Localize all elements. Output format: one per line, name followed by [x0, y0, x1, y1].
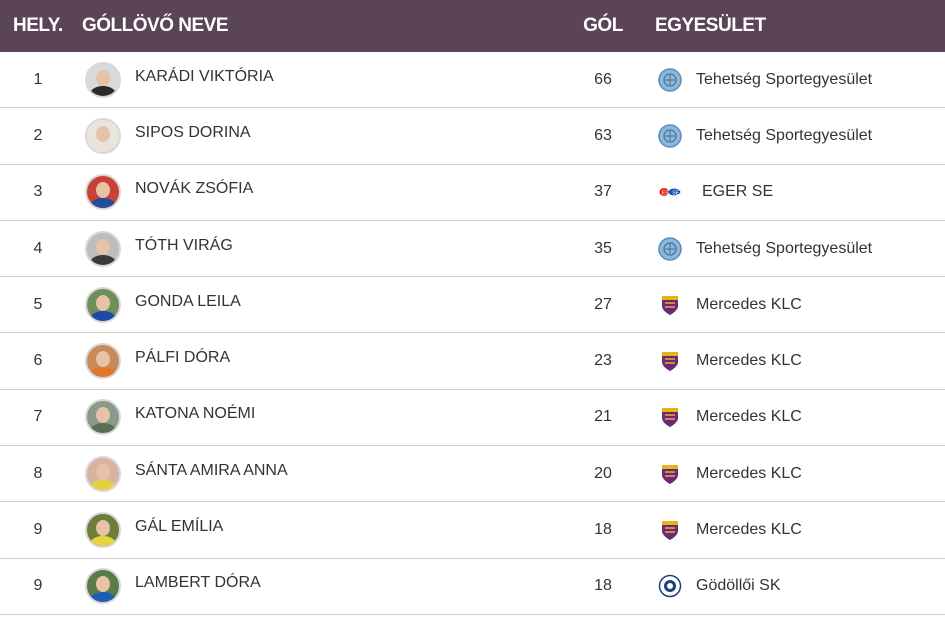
rank-cell: 4	[33, 239, 43, 257]
player-name[interactable]: GÁL EMÍLIA	[135, 518, 224, 536]
club-cell: Mercedes KLC	[654, 518, 945, 542]
tehetseg-logo-icon	[658, 236, 682, 261]
goals-cell: 20	[594, 464, 612, 482]
rank-cell: 8	[33, 464, 43, 482]
goals-cell: 18	[594, 521, 612, 539]
player-cell: LAMBERT DÓRA	[76, 568, 552, 605]
club-cell: Mercedes KLC	[654, 349, 945, 373]
club-cell: Mercedes KLC	[654, 405, 945, 429]
header-name: GÓLLÖVŐ NEVE	[82, 15, 229, 36]
player-name[interactable]: GONDA LEILA	[135, 292, 241, 310]
godollo-logo-icon	[658, 574, 682, 598]
rank-cell: 5	[33, 295, 43, 313]
player-cell: NOVÁK ZSÓFIA	[76, 174, 552, 211]
player-avatar[interactable]	[85, 117, 121, 154]
table-row[interactable]: 7 KATONA NOÉMI 21 Mercedes KLC	[0, 390, 945, 447]
table-row[interactable]: 5 GONDA LEILA 27 Mercedes KLC	[0, 277, 945, 334]
klc-logo-icon	[658, 405, 682, 429]
eger-logo-icon: ES SE	[658, 180, 682, 204]
tehetseg-logo-icon	[658, 124, 682, 148]
player-name[interactable]: SIPOS DORINA	[135, 123, 251, 141]
club-cell: Mercedes KLC	[654, 293, 945, 317]
goals-cell: 35	[594, 239, 612, 257]
table-row[interactable]: 6 PÁLFI DÓRA 23 Mercedes KLC	[0, 333, 945, 390]
rank-cell: 2	[33, 126, 43, 144]
rank-cell: 6	[33, 352, 43, 370]
club-name[interactable]: Mercedes KLC	[696, 464, 802, 482]
player-name[interactable]: LAMBERT DÓRA	[135, 574, 261, 592]
club-name[interactable]: EGER SE	[702, 183, 774, 201]
rank-cell: 9	[33, 577, 43, 595]
player-avatar[interactable]	[85, 455, 121, 492]
table-body: 1 KARÁDI VIKTÓRIA 66 Tehetség Sportegyesüle…	[0, 52, 945, 615]
player-name[interactable]: TÓTH VIRÁG	[135, 236, 233, 254]
header-club: EGYESÜLET	[655, 15, 766, 36]
rank-cell: 7	[33, 408, 43, 426]
svg-text:SE: SE	[672, 190, 680, 196]
player-name[interactable]: KARÁDI VIKTÓRIA	[135, 67, 274, 85]
club-name[interactable]: Tehetség Sportegyesület	[696, 126, 873, 144]
club-cell: Tehetség Sportegyesület	[654, 124, 945, 148]
club-name[interactable]: Tehetség Sportegyesület	[696, 70, 873, 88]
club-name[interactable]: Mercedes KLC	[696, 521, 802, 539]
header-goals: GÓL	[583, 15, 623, 36]
player-avatar[interactable]	[85, 61, 121, 98]
player-avatar[interactable]	[85, 399, 121, 436]
club-name[interactable]: Mercedes KLC	[696, 295, 802, 313]
player-name[interactable]: KATONA NOÉMI	[135, 405, 256, 423]
table-row[interactable]: 1 KARÁDI VIKTÓRIA 66 Tehetség Sportegyesüle…	[0, 52, 945, 109]
table-row[interactable]: 9 LAMBERT DÓRA 18 Gödöllői SK	[0, 559, 945, 615]
player-avatar[interactable]	[85, 286, 121, 323]
klc-logo-icon	[658, 293, 682, 317]
table-row[interactable]: 4 TÓTH VIRÁG 35 Tehetség Sportegyesület	[0, 221, 945, 278]
table-header: HELY. GÓLLÖVŐ NEVE GÓL EGYESÜLET	[0, 0, 945, 52]
goals-cell: 37	[594, 183, 612, 201]
club-name[interactable]: Tehetség Sportegyesület	[696, 239, 873, 257]
player-name[interactable]: SÁNTA AMIRA ANNA	[135, 461, 288, 479]
klc-logo-icon	[658, 462, 682, 486]
player-name[interactable]: PÁLFI DÓRA	[135, 349, 231, 367]
svg-text:ES: ES	[662, 190, 670, 196]
goals-cell: 66	[594, 70, 612, 88]
table-row[interactable]: 2 SIPOS DORINA 63 Tehetség Sportegyesület	[0, 108, 945, 165]
club-name[interactable]: Mercedes KLC	[696, 408, 802, 426]
club-cell: Mercedes KLC	[654, 462, 945, 486]
club-cell: ES SE EGER SE	[654, 180, 945, 204]
goals-cell: 63	[594, 126, 612, 144]
tehetseg-logo-icon	[658, 67, 682, 92]
table-row[interactable]: 8 SÁNTA AMIRA ANNA 20 Mercedes KLC	[0, 446, 945, 503]
player-cell: GÁL EMÍLIA	[76, 512, 552, 549]
club-cell: Tehetség Sportegyesület	[654, 67, 945, 92]
player-cell: KARÁDI VIKTÓRIA	[76, 61, 552, 98]
player-cell: SIPOS DORINA	[76, 117, 552, 154]
klc-logo-icon	[658, 349, 682, 373]
klc-logo-icon	[658, 518, 682, 542]
club-cell: Tehetség Sportegyesület	[654, 236, 945, 261]
player-cell: KATONA NOÉMI	[76, 399, 552, 436]
player-avatar[interactable]	[85, 568, 121, 605]
club-name[interactable]: Gödöllői SK	[696, 577, 781, 595]
player-name[interactable]: NOVÁK ZSÓFIA	[135, 180, 254, 198]
player-avatar[interactable]	[85, 174, 121, 211]
player-cell: TÓTH VIRÁG	[76, 230, 552, 267]
player-avatar[interactable]	[85, 343, 121, 380]
player-cell: PÁLFI DÓRA	[76, 343, 552, 380]
player-avatar[interactable]	[85, 230, 121, 267]
player-cell: SÁNTA AMIRA ANNA	[76, 455, 552, 492]
player-avatar[interactable]	[85, 512, 121, 549]
player-cell: GONDA LEILA	[76, 286, 552, 323]
goals-cell: 21	[594, 408, 612, 426]
goals-cell: 23	[594, 352, 612, 370]
header-rank: HELY.	[13, 15, 63, 36]
table-row[interactable]: 9 GÁL EMÍLIA 18 Mercedes KLC	[0, 502, 945, 559]
table-row[interactable]: 3 NOVÁK ZSÓFIA 37 ES SE EGER SE	[0, 165, 945, 221]
rank-cell: 3	[33, 183, 43, 201]
rank-cell: 1	[33, 70, 43, 88]
club-name[interactable]: Mercedes KLC	[696, 352, 802, 370]
goals-cell: 18	[594, 577, 612, 595]
club-cell: Gödöllői SK	[654, 574, 945, 598]
rank-cell: 9	[33, 521, 43, 539]
goals-cell: 27	[594, 295, 612, 313]
